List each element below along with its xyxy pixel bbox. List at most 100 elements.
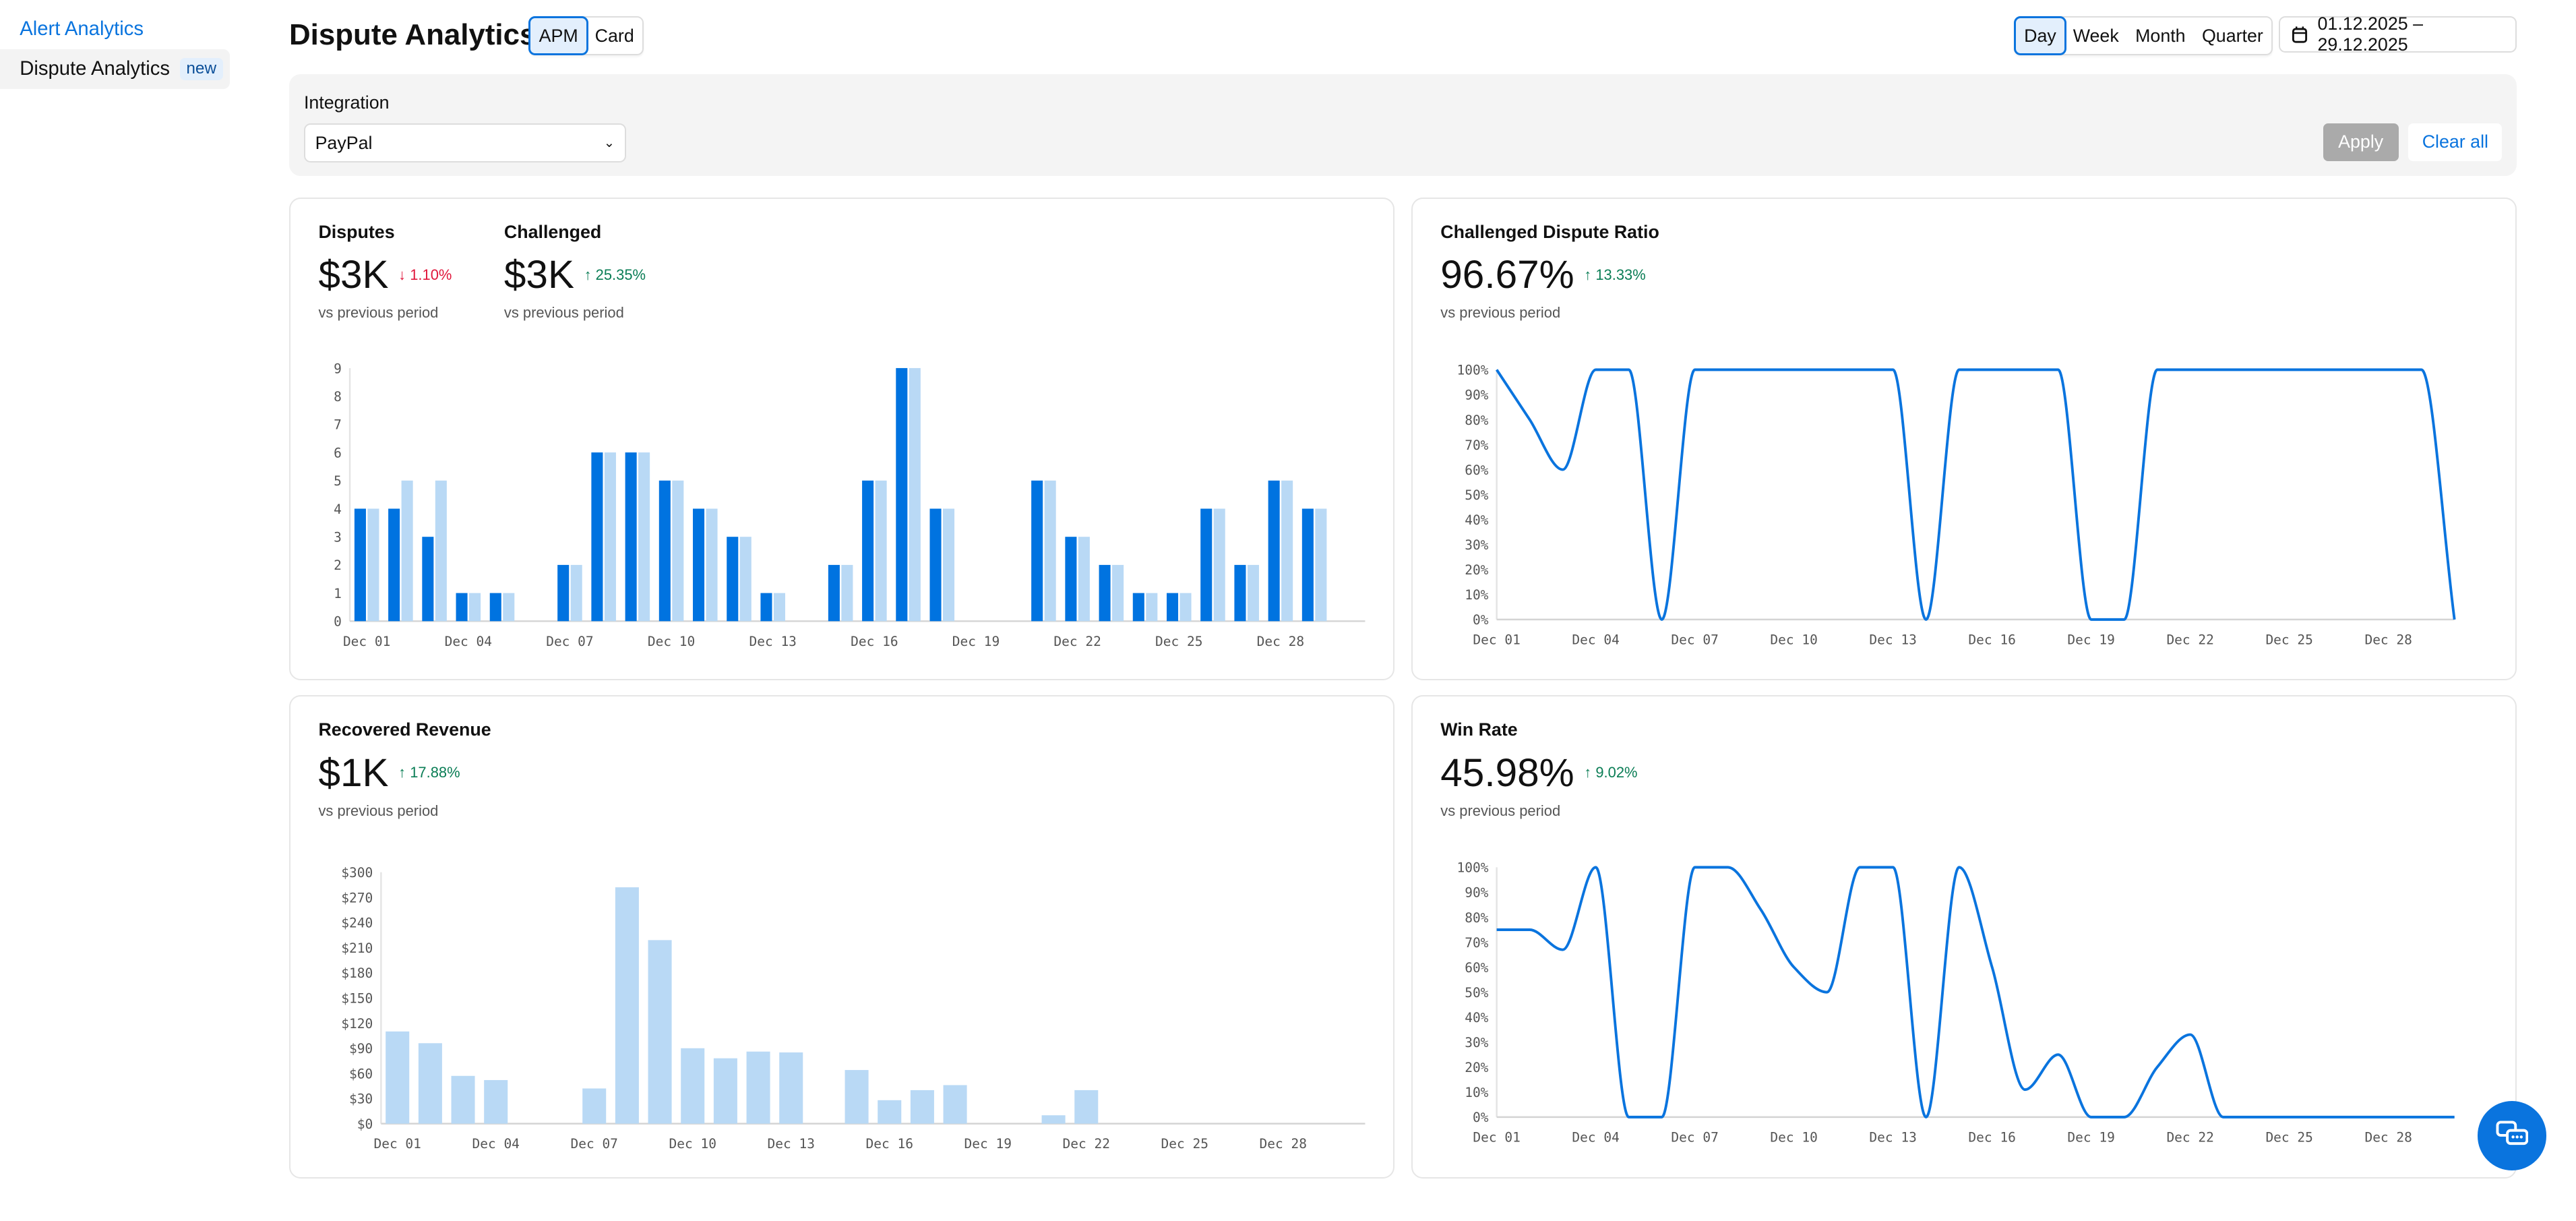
bar [582,1088,606,1124]
bar [1132,593,1144,621]
y-tick-label: $0 [357,1116,372,1132]
date-range-text: 01.12.2025 – 29.12.2025 [2317,13,2423,55]
bar [778,1052,803,1124]
bar [706,508,718,621]
bar [1111,564,1124,621]
x-tick-label: Dec 19 [2067,1130,2114,1145]
x-tick-label: Dec 25 [2265,1130,2312,1145]
bar [1200,508,1212,621]
x-tick-label: Dec 10 [1770,632,1817,647]
winrate-kpi: Win Rate 45.98% ↑ 9.02% vs previous perio… [1440,719,1637,819]
x-tick-label: Dec 22 [1062,1136,1109,1152]
tab-day[interactable]: Day [2013,16,2066,56]
integration-select[interactable]: PayPal ⌄ [303,123,626,163]
kpi-value: $1K [318,750,389,795]
kpi-delta: ↑ 25.35% [584,266,646,283]
y-tick-label: 30% [1465,1035,1488,1050]
x-tick-label: Dec 04 [472,1136,519,1152]
bar [739,536,752,621]
x-tick-label: Dec 16 [851,634,898,649]
bar [1099,564,1111,621]
clear-all-button[interactable]: Clear all [2408,123,2503,161]
tab-quarter[interactable]: Quarter [2201,25,2263,46]
sidebar-item-alert-analytics[interactable]: Alert Analytics [20,18,144,40]
y-tick-label: 9 [334,361,342,376]
kpi-delta: ↓ 1.10% [398,266,452,283]
x-tick-label: Dec 28 [1259,1136,1306,1152]
chat-button[interactable] [2477,1101,2547,1170]
kpi-subtitle: vs previous period [1440,304,1561,321]
y-tick-label: 90% [1465,885,1488,901]
kpi-value: $3K [503,253,574,297]
y-tick-label: $180 [341,965,373,981]
calendar-icon [2292,26,2307,43]
bar [929,508,942,621]
page-title: Dispute Analytics [289,18,536,51]
kpi-title: Challenged [503,221,602,242]
bar [909,367,921,621]
y-tick-label: $90 [349,1041,373,1056]
bar [1166,593,1178,621]
y-tick-label: 5 [334,473,342,489]
x-tick-label: Dec 13 [1869,1130,1916,1145]
tab-week[interactable]: Week [2073,25,2119,46]
kpi-subtitle: vs previous period [318,304,439,321]
y-tick-label: $150 [341,991,373,1007]
x-tick-label: Dec 13 [749,634,796,649]
x-tick-label: Dec 07 [1671,1130,1718,1145]
bar [1041,1115,1066,1124]
sidebar-item-label: Dispute Analytics [20,57,170,80]
bar [1065,536,1077,621]
kpi-subtitle: vs previous period [1440,802,1561,819]
bar [418,1043,442,1124]
bar [1031,480,1043,621]
x-tick-label: Dec 19 [964,1136,1011,1152]
tab-apm[interactable]: APM [528,16,588,56]
apply-button[interactable]: Apply [2323,123,2399,161]
y-tick-label: 90% [1465,387,1488,403]
winrate-card: Win Rate 45.98% ↑ 9.02% vs previous perio… [1411,695,2517,1179]
bar [388,508,400,621]
x-tick-label: Dec 22 [2166,1130,2213,1145]
sidebar-item-dispute-analytics[interactable]: Dispute Analytics new [0,49,231,89]
kpi-title: Disputes [318,221,395,242]
bar [367,508,379,621]
x-tick-label: Dec 01 [1473,632,1520,647]
bar [760,593,772,621]
y-tick-label: $270 [341,890,373,905]
tab-card[interactable]: Card [594,25,634,46]
granularity-toggle: Day Week Month Quarter [2013,16,2273,56]
bar [354,508,366,621]
x-tick-label: Dec 28 [2364,1130,2412,1145]
bar [1247,564,1259,621]
date-range-button[interactable]: 01.12.2025 – 29.12.2025 [2278,13,2517,55]
bar [1234,564,1246,621]
y-tick-label: 100% [1456,362,1488,378]
bar [483,1080,508,1124]
bar [671,480,684,621]
y-tick-label: 0 [334,614,342,629]
bar [489,593,501,621]
kpi-value: $3K [318,253,389,297]
tab-month[interactable]: Month [2135,25,2186,46]
kpi-value: 96.67% [1440,253,1574,297]
recovered-card: Recovered Revenue $1K ↑ 17.88% vs previou… [289,695,1395,1179]
y-tick-label: 2 [334,558,342,573]
bar [557,564,569,621]
bar [943,1085,967,1124]
bar [502,593,514,621]
y-tick-label: 6 [334,445,342,460]
bar [1315,508,1327,621]
bar [875,480,887,621]
y-tick-label: 3 [334,529,342,545]
x-tick-label: Dec 13 [1869,632,1916,647]
integration-value: PayPal [315,132,373,153]
y-tick-label: 80% [1465,910,1488,926]
bar [1268,480,1280,621]
challenged-kpi: Challenged $3K ↑ 25.35% vs previous perio… [504,222,646,322]
x-tick-label: Dec 13 [767,1136,814,1152]
y-tick-label: 70% [1465,935,1488,951]
y-tick-label: $60 [349,1067,373,1082]
y-tick-label: 4 [334,501,342,516]
bar [692,508,704,621]
